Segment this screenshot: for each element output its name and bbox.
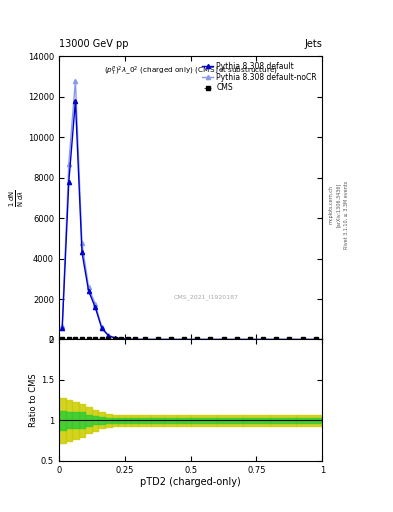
Pythia 8.308 default-noCR xyxy=(208,336,213,343)
Line: Pythia 8.308 default-noCR: Pythia 8.308 default-noCR xyxy=(60,78,318,342)
Pythia 8.308 default xyxy=(119,336,124,342)
Pythia 8.308 default xyxy=(234,336,239,343)
Pythia 8.308 default-noCR xyxy=(142,336,147,343)
Pythia 8.308 default-noCR xyxy=(182,336,186,343)
Pythia 8.308 default xyxy=(66,179,71,185)
Pythia 8.308 default xyxy=(195,336,200,343)
Pythia 8.308 default-noCR xyxy=(112,335,117,341)
Pythia 8.308 default-noCR xyxy=(195,336,200,343)
Pythia 8.308 default-noCR xyxy=(73,77,78,83)
Pythia 8.308 default xyxy=(93,304,97,310)
Pythia 8.308 default-noCR xyxy=(132,336,137,343)
Text: [arXiv:1306.3436]: [arXiv:1306.3436] xyxy=(336,183,341,227)
Pythia 8.308 default xyxy=(208,336,213,343)
Legend: Pythia 8.308 default, Pythia 8.308 default-noCR, CMS: Pythia 8.308 default, Pythia 8.308 defau… xyxy=(199,58,320,96)
Pythia 8.308 default-noCR xyxy=(60,323,64,329)
Pythia 8.308 default xyxy=(261,336,265,343)
Text: 13000 GeV pp: 13000 GeV pp xyxy=(59,38,129,49)
Pythia 8.308 default xyxy=(274,336,279,343)
Pythia 8.308 default xyxy=(112,335,117,341)
Text: Rivet 3.1.10, ≥ 3.3M events: Rivet 3.1.10, ≥ 3.3M events xyxy=(344,181,349,249)
Pythia 8.308 default-noCR xyxy=(287,336,292,343)
Pythia 8.308 default-noCR xyxy=(313,336,318,343)
Pythia 8.308 default xyxy=(221,336,226,343)
Pythia 8.308 default xyxy=(132,336,137,343)
Pythia 8.308 default-noCR xyxy=(274,336,279,343)
Pythia 8.308 default-noCR xyxy=(99,324,104,330)
Pythia 8.308 default xyxy=(300,336,305,343)
Pythia 8.308 default-noCR xyxy=(86,284,91,290)
Text: $(p_T^P)^2\lambda\_0^2$ (charged only) (CMS jet substructure): $(p_T^P)^2\lambda\_0^2$ (charged only) (… xyxy=(104,65,277,78)
Pythia 8.308 default-noCR xyxy=(80,240,84,246)
Pythia 8.308 default xyxy=(99,325,104,331)
X-axis label: pTD2 (charged-only): pTD2 (charged-only) xyxy=(140,477,241,487)
Pythia 8.308 default-noCR xyxy=(106,332,111,338)
Pythia 8.308 default-noCR xyxy=(248,336,252,343)
Pythia 8.308 default-noCR xyxy=(234,336,239,343)
Pythia 8.308 default-noCR xyxy=(155,336,160,343)
Pythia 8.308 default xyxy=(60,325,64,331)
Pythia 8.308 default-noCR xyxy=(221,336,226,343)
Text: mcplots.cern.ch: mcplots.cern.ch xyxy=(328,185,333,224)
Y-axis label: Ratio to CMS: Ratio to CMS xyxy=(29,373,38,427)
Pythia 8.308 default-noCR xyxy=(126,336,130,342)
Pythia 8.308 default xyxy=(182,336,186,343)
Pythia 8.308 default xyxy=(287,336,292,343)
Pythia 8.308 default-noCR xyxy=(119,335,124,342)
Pythia 8.308 default xyxy=(80,249,84,255)
Text: CMS_2021_I1920187: CMS_2021_I1920187 xyxy=(174,294,239,300)
Pythia 8.308 default-noCR xyxy=(261,336,265,343)
Pythia 8.308 default xyxy=(73,98,78,104)
Pythia 8.308 default-noCR xyxy=(169,336,173,343)
Pythia 8.308 default xyxy=(86,288,91,294)
Pythia 8.308 default xyxy=(313,336,318,343)
Pythia 8.308 default xyxy=(126,336,130,343)
Y-axis label: $\frac{1}{\mathrm{N}}\frac{d\mathrm{N}}{d\lambda}$: $\frac{1}{\mathrm{N}}\frac{d\mathrm{N}}{… xyxy=(8,189,26,207)
Pythia 8.308 default-noCR xyxy=(300,336,305,343)
Pythia 8.308 default xyxy=(169,336,173,343)
Pythia 8.308 default xyxy=(248,336,252,343)
Pythia 8.308 default xyxy=(106,332,111,338)
Pythia 8.308 default xyxy=(142,336,147,343)
Pythia 8.308 default-noCR xyxy=(93,301,97,307)
Pythia 8.308 default xyxy=(155,336,160,343)
Pythia 8.308 default-noCR xyxy=(66,160,71,166)
Line: Pythia 8.308 default: Pythia 8.308 default xyxy=(60,99,318,342)
Text: Jets: Jets xyxy=(305,38,322,49)
